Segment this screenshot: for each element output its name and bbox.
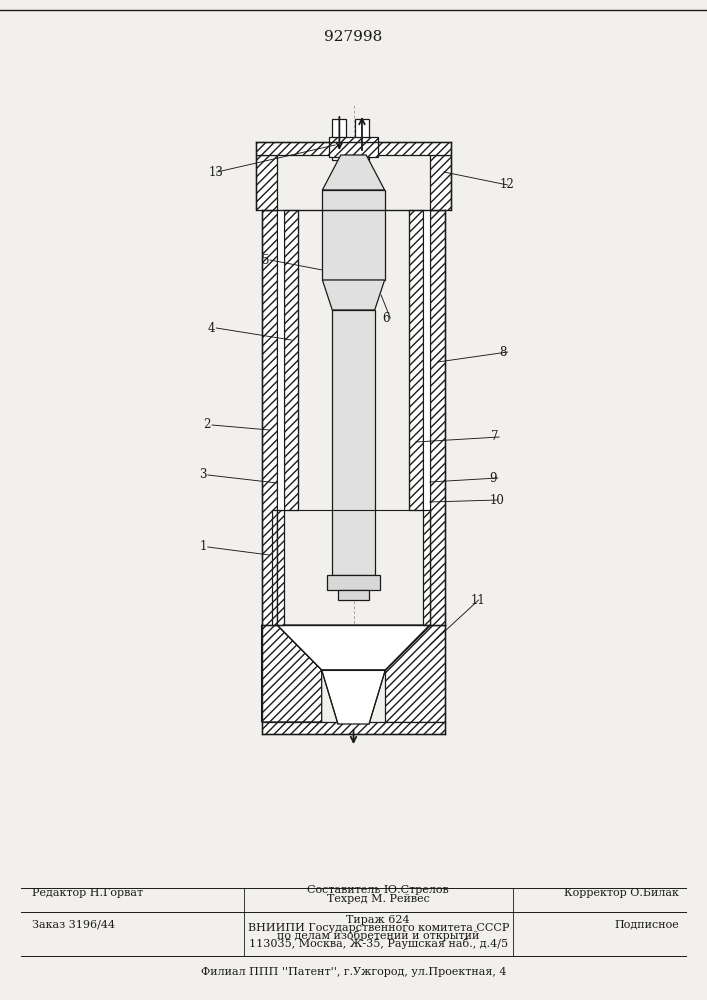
Bar <box>262 210 277 625</box>
Polygon shape <box>322 670 385 724</box>
Polygon shape <box>277 625 430 670</box>
Text: Тираж 624: Тираж 624 <box>346 915 410 925</box>
Polygon shape <box>322 280 385 310</box>
Polygon shape <box>262 625 322 722</box>
Text: 5: 5 <box>262 253 269 266</box>
Bar <box>423 510 430 625</box>
Text: Корректор О.Билак: Корректор О.Билак <box>564 888 679 898</box>
Text: 12: 12 <box>499 178 514 192</box>
Text: 11: 11 <box>470 593 485 606</box>
Text: Подписное: Подписное <box>614 919 679 929</box>
Text: 8: 8 <box>499 346 506 359</box>
Text: Составитель Ю.Стрелов: Составитель Ю.Стрелов <box>308 885 449 895</box>
Bar <box>423 210 430 510</box>
Text: 10: 10 <box>489 493 504 506</box>
Bar <box>329 137 378 157</box>
Bar <box>409 210 423 510</box>
Text: Филиал ППП ''Патент'', г.Ужгород, ул.Проектная, 4: Филиал ППП ''Патент'', г.Ужгород, ул.Про… <box>201 967 506 977</box>
Polygon shape <box>385 625 445 722</box>
Bar <box>284 210 298 510</box>
Text: по делам изобретений и открытий: по делам изобретений и открытий <box>277 930 479 941</box>
Bar <box>262 722 445 734</box>
Bar <box>272 510 277 625</box>
Polygon shape <box>332 310 375 575</box>
Text: 3: 3 <box>199 468 207 482</box>
Polygon shape <box>338 590 369 600</box>
Bar <box>277 210 284 510</box>
Bar <box>256 142 451 155</box>
Text: 1: 1 <box>199 540 206 554</box>
Text: 2: 2 <box>204 418 211 432</box>
Text: 6: 6 <box>382 312 390 324</box>
Text: 4: 4 <box>208 322 216 334</box>
Bar <box>256 155 277 210</box>
Text: 113035, Москва, Ж-35, Раушская наб., д.4/5: 113035, Москва, Ж-35, Раушская наб., д.4… <box>249 938 508 949</box>
Text: Заказ 3196/44: Заказ 3196/44 <box>32 919 115 929</box>
Bar <box>277 510 284 625</box>
Text: 9: 9 <box>489 472 497 485</box>
Text: 7: 7 <box>491 430 498 444</box>
Bar <box>332 119 346 160</box>
Text: Техред М. Рейвес: Техред М. Рейвес <box>327 894 430 904</box>
Polygon shape <box>327 575 380 590</box>
Bar <box>355 119 369 160</box>
Bar <box>430 210 445 625</box>
Polygon shape <box>322 155 385 190</box>
Text: 927998: 927998 <box>325 30 382 44</box>
Polygon shape <box>322 190 385 280</box>
Text: Редактор Н.Горват: Редактор Н.Горват <box>32 888 143 898</box>
Bar <box>430 155 451 210</box>
Text: 13: 13 <box>209 165 223 178</box>
Text: ВНИИПИ Государственного комитета СССР: ВНИИПИ Государственного комитета СССР <box>247 923 509 933</box>
